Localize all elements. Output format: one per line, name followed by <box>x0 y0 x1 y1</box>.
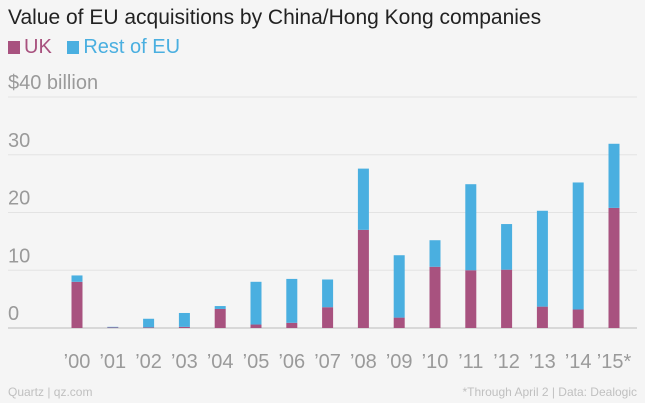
x-tick-label-7: ’07 <box>314 351 341 373</box>
legend-swatch-rest-of-eu <box>67 41 80 54</box>
footer-source: Quartz | qz.com <box>8 385 93 399</box>
bar-uk-0 <box>71 281 83 328</box>
bar-uk-12 <box>501 269 513 328</box>
bar-uk-15 <box>608 207 620 328</box>
bar-uk-8 <box>357 229 369 328</box>
y-tick-label-40: $40 billion <box>8 72 98 94</box>
bar-rest-of-eu-12 <box>501 224 513 270</box>
legend-label-uk: UK <box>24 36 52 58</box>
x-tick-label-8: ’08 <box>350 351 377 373</box>
bar-rest-of-eu-15 <box>608 143 620 208</box>
bar-rest-of-eu-11 <box>465 184 477 271</box>
bar-rest-of-eu-8 <box>357 168 369 230</box>
bar-rest-of-eu-0 <box>71 275 83 282</box>
bar-uk-4 <box>214 308 226 328</box>
y-tick-label-30: 30 <box>8 130 30 152</box>
footer-note: *Through April 2 | Data: Dealogic <box>462 385 637 399</box>
x-tick-label-11: ’11 <box>458 351 483 373</box>
x-tick-label-6: ’06 <box>278 351 305 373</box>
x-tick-label-15: ’15* <box>597 351 632 373</box>
x-tick-label-5: ’05 <box>243 351 270 373</box>
bar-rest-of-eu-13 <box>536 210 548 307</box>
bar-uk-7 <box>322 307 334 328</box>
bar-uk-10 <box>429 266 441 328</box>
bar-rest-of-eu-4 <box>214 306 226 309</box>
bar-uk-14 <box>572 309 584 328</box>
x-tick-label-4: ’04 <box>207 351 234 373</box>
legend-item-uk: UK <box>8 36 52 59</box>
bar-uk-3 <box>178 326 190 328</box>
x-tick-label-0: ’00 <box>64 351 91 373</box>
x-tick-label-3: ’03 <box>171 351 198 373</box>
legend-item-rest-of-eu: Rest of EU <box>67 36 180 59</box>
x-tick-label-1: ’01 <box>99 351 126 373</box>
bar-rest-of-eu-5 <box>250 281 262 325</box>
bar-rest-of-eu-2 <box>143 318 155 328</box>
bar-uk-1 <box>107 327 119 328</box>
x-tick-label-10: ’10 <box>422 351 449 373</box>
bar-uk-11 <box>465 270 477 328</box>
bar-uk-2 <box>143 327 155 328</box>
bar-rest-of-eu-6 <box>286 278 298 323</box>
legend: UK Rest of EU <box>8 36 190 59</box>
x-tick-label-13: ’13 <box>529 351 556 373</box>
legend-swatch-uk <box>8 41 20 54</box>
bar-uk-13 <box>536 306 548 328</box>
legend-label-rest-of-eu: Rest of EU <box>83 36 181 58</box>
y-tick-label-20: 20 <box>8 188 30 210</box>
bar-uk-6 <box>286 322 298 328</box>
bar-rest-of-eu-3 <box>178 312 190 327</box>
bar-rest-of-eu-14 <box>572 182 584 310</box>
chart-title: Value of EU acquisitions by China/Hong K… <box>8 6 542 29</box>
x-tick-label-14: ’14 <box>565 351 592 373</box>
bar-uk-5 <box>250 324 262 328</box>
bar-uk-9 <box>393 317 405 328</box>
x-tick-label-12: ’12 <box>493 351 520 373</box>
bar-rest-of-eu-10 <box>429 240 441 267</box>
bar-rest-of-eu-1 <box>107 326 119 328</box>
x-tick-label-2: ’02 <box>135 351 162 373</box>
y-tick-label-0: 0 <box>8 303 19 325</box>
x-tick-label-9: ’09 <box>386 351 413 373</box>
bar-rest-of-eu-7 <box>322 279 334 308</box>
y-tick-label-10: 10 <box>8 245 30 267</box>
bar-rest-of-eu-9 <box>393 255 405 318</box>
